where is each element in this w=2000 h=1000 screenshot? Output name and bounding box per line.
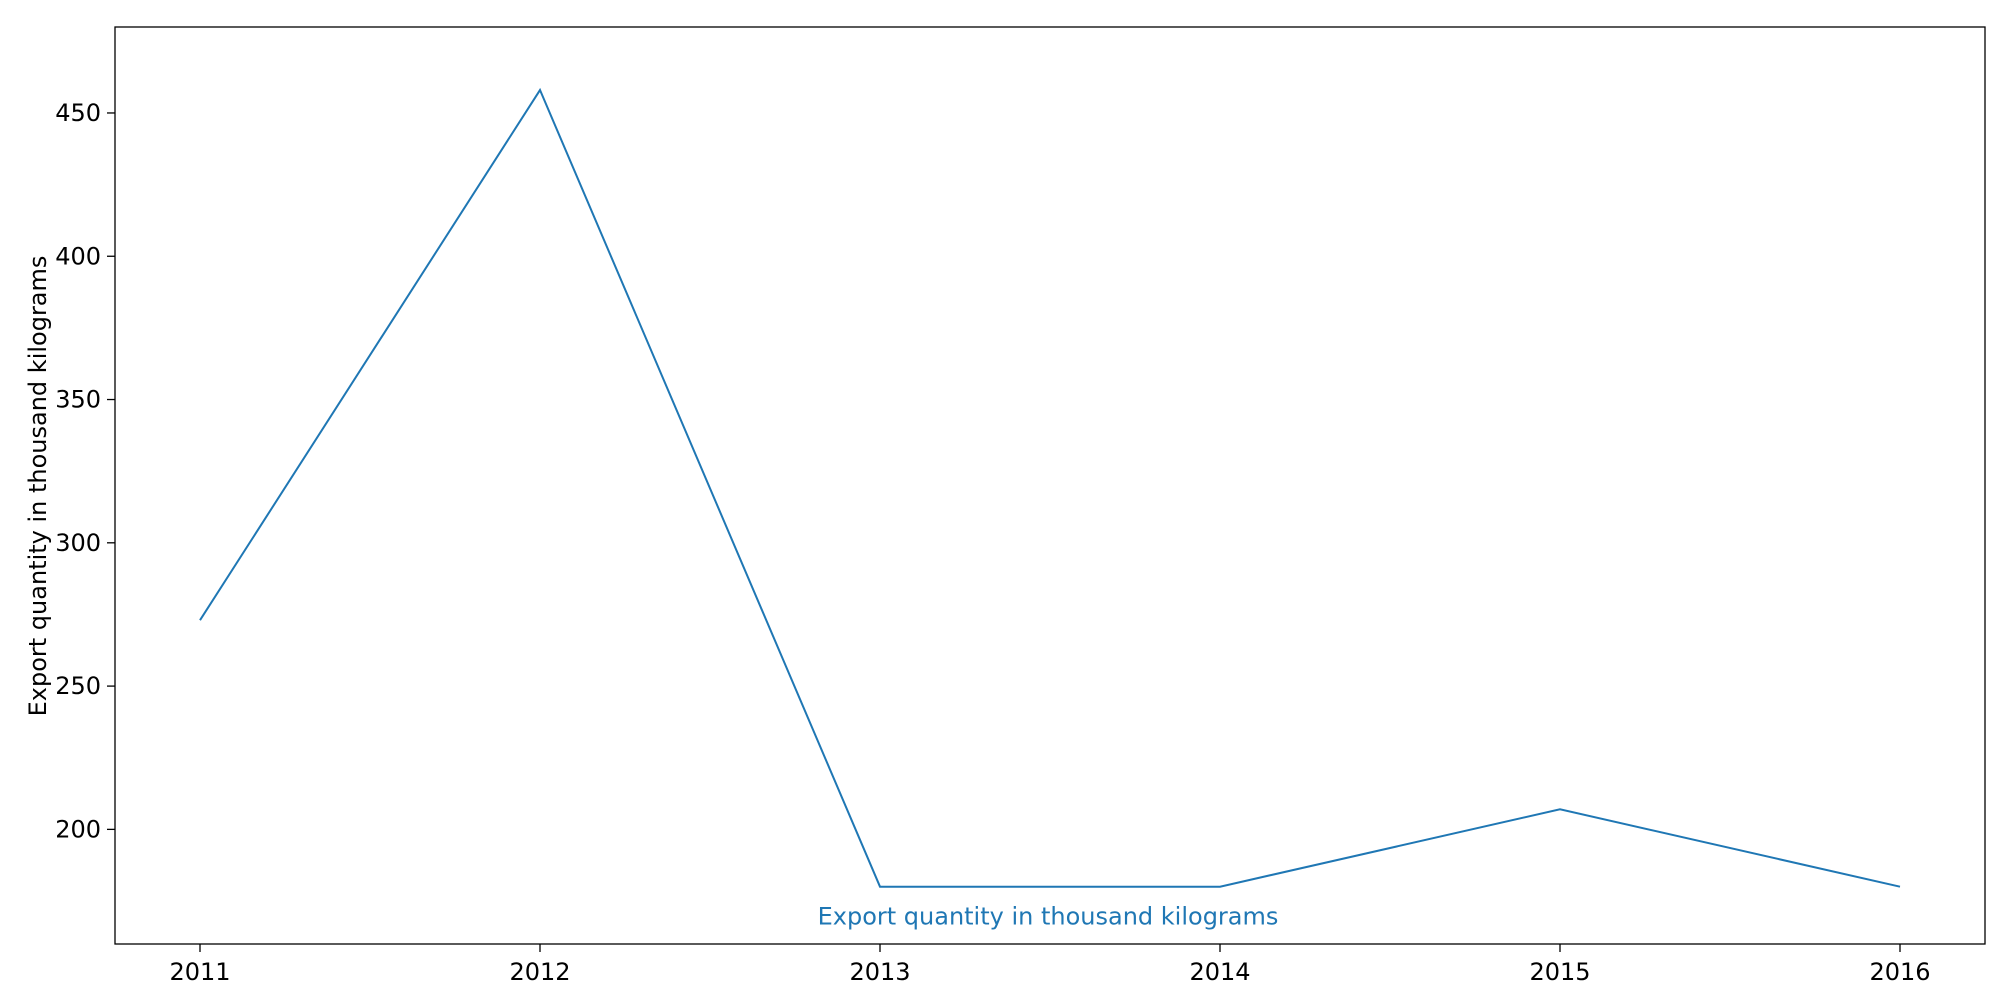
y-tick-label: 200 — [55, 815, 101, 843]
data-point — [200, 620, 201, 621]
y-tick-label: 300 — [55, 529, 101, 557]
x-tick-label: 2011 — [169, 958, 230, 986]
x-axis: 2011 2012 2013 2014 2015 2016 — [169, 944, 1931, 986]
plot-frame — [114, 26, 1986, 945]
y-tick-label: 450 — [55, 99, 101, 127]
data-point — [880, 886, 881, 887]
y-tick-label: 400 — [55, 242, 101, 270]
series-line — [199, 87, 1901, 888]
data-point — [1220, 886, 1221, 887]
data-point — [1560, 809, 1561, 810]
x-tick-label: 2012 — [509, 958, 570, 986]
y-tick-label: 250 — [55, 672, 101, 700]
data-point — [540, 90, 541, 91]
y-axis: 200 250 300 350 400 450 — [55, 99, 115, 843]
y-tick-label: 350 — [55, 386, 101, 414]
x-tick-label: 2016 — [1869, 958, 1930, 986]
series-label: Export quantity in thousand kilograms — [818, 902, 1279, 930]
x-tick-label: 2014 — [1189, 958, 1250, 986]
series-layer: Export quantity in thousand kilograms — [199, 87, 1901, 931]
y-axis-label: Export quantity in thousand kilograms — [24, 256, 52, 717]
x-tick-label: 2015 — [1529, 958, 1590, 986]
data-point — [1900, 886, 1901, 887]
series-label-background — [816, 900, 1280, 931]
x-tick-label: 2013 — [849, 958, 910, 986]
